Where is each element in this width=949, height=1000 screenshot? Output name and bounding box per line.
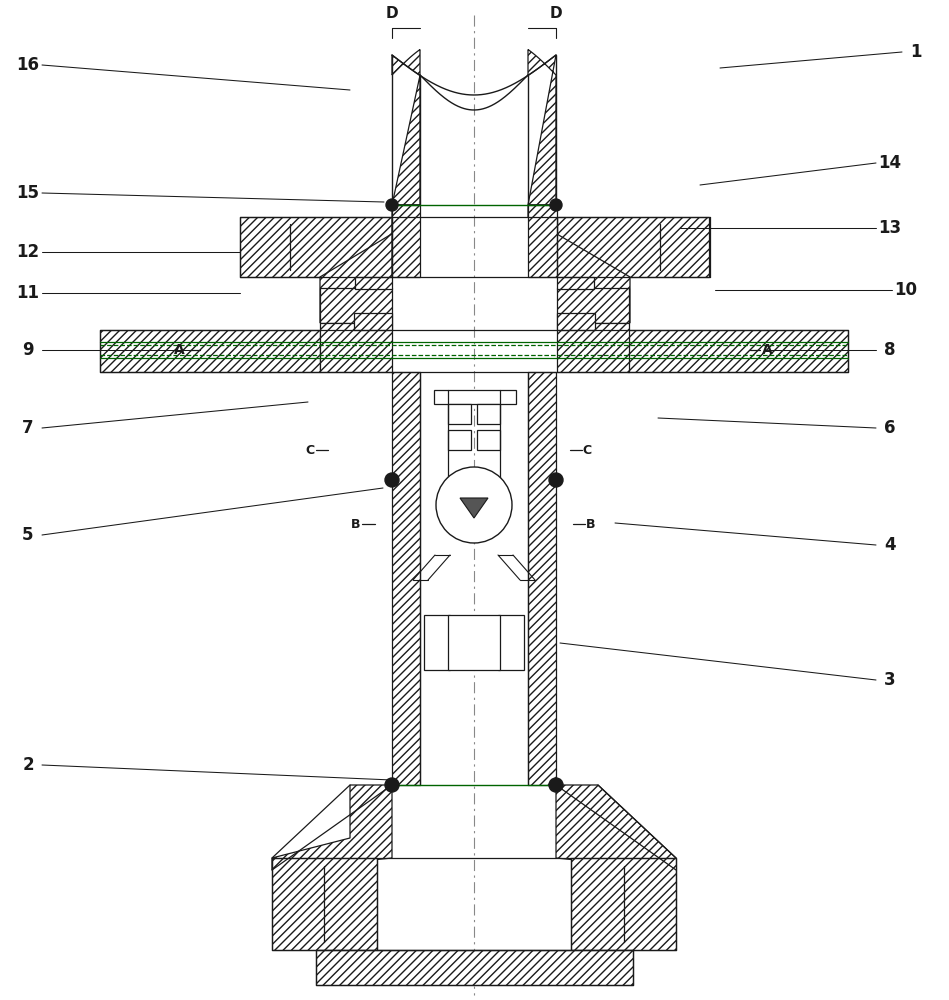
Text: D: D [385, 5, 399, 20]
Polygon shape [320, 205, 420, 323]
Bar [528, 205, 557, 277]
Bar [424, 615, 450, 670]
Text: 16: 16 [16, 56, 40, 74]
Text: 14: 14 [879, 154, 902, 172]
Text: B: B [586, 518, 596, 530]
Text: 13: 13 [879, 219, 902, 237]
Polygon shape [556, 785, 676, 870]
Bar [355, 277, 392, 289]
Circle shape [436, 467, 512, 543]
Text: 1: 1 [910, 43, 921, 61]
Circle shape [385, 473, 399, 487]
Text: 10: 10 [895, 281, 918, 299]
Circle shape [550, 199, 562, 211]
Text: 3: 3 [884, 671, 896, 689]
Bar [392, 205, 420, 277]
Bar [477, 430, 500, 450]
Bar [448, 404, 471, 424]
Text: C: C [582, 444, 591, 456]
Text: A: A [175, 343, 185, 357]
Bar [100, 330, 320, 372]
Text: 2: 2 [22, 756, 34, 774]
Bar [320, 323, 392, 372]
Polygon shape [460, 498, 488, 518]
Text: 4: 4 [884, 536, 896, 554]
Bar [557, 288, 629, 323]
Text: B: B [350, 518, 360, 530]
Circle shape [549, 778, 563, 792]
Bar [320, 288, 392, 323]
Bar [392, 372, 420, 785]
Text: 6: 6 [884, 419, 896, 437]
Bar [272, 858, 377, 950]
Bar [448, 480, 470, 498]
Circle shape [386, 199, 398, 211]
Circle shape [549, 473, 563, 487]
Text: 9: 9 [22, 341, 34, 359]
Text: 8: 8 [884, 341, 896, 359]
Text: 15: 15 [16, 184, 40, 202]
Circle shape [385, 778, 399, 792]
Polygon shape [272, 785, 392, 870]
Bar [448, 615, 500, 670]
Text: D: D [549, 5, 563, 20]
Bar [240, 217, 392, 277]
Bar [354, 313, 392, 330]
Polygon shape [528, 205, 630, 323]
Bar [557, 277, 594, 289]
Bar [316, 950, 633, 985]
Bar [528, 372, 556, 785]
Bar [434, 390, 516, 404]
Text: 7: 7 [22, 419, 34, 437]
Polygon shape [528, 50, 556, 205]
Bar [557, 323, 629, 372]
Text: M: M [470, 514, 482, 526]
Polygon shape [392, 50, 420, 205]
Bar [498, 615, 524, 670]
Bar [557, 313, 595, 330]
Bar [448, 430, 471, 450]
Text: C: C [306, 444, 315, 456]
Bar [478, 480, 500, 498]
Text: 5: 5 [22, 526, 34, 544]
Bar [571, 858, 676, 950]
Bar [477, 404, 500, 424]
Text: A: A [762, 343, 772, 357]
Text: 12: 12 [16, 243, 40, 261]
Bar [628, 330, 848, 372]
Bar [557, 217, 709, 277]
Text: 11: 11 [16, 284, 40, 302]
